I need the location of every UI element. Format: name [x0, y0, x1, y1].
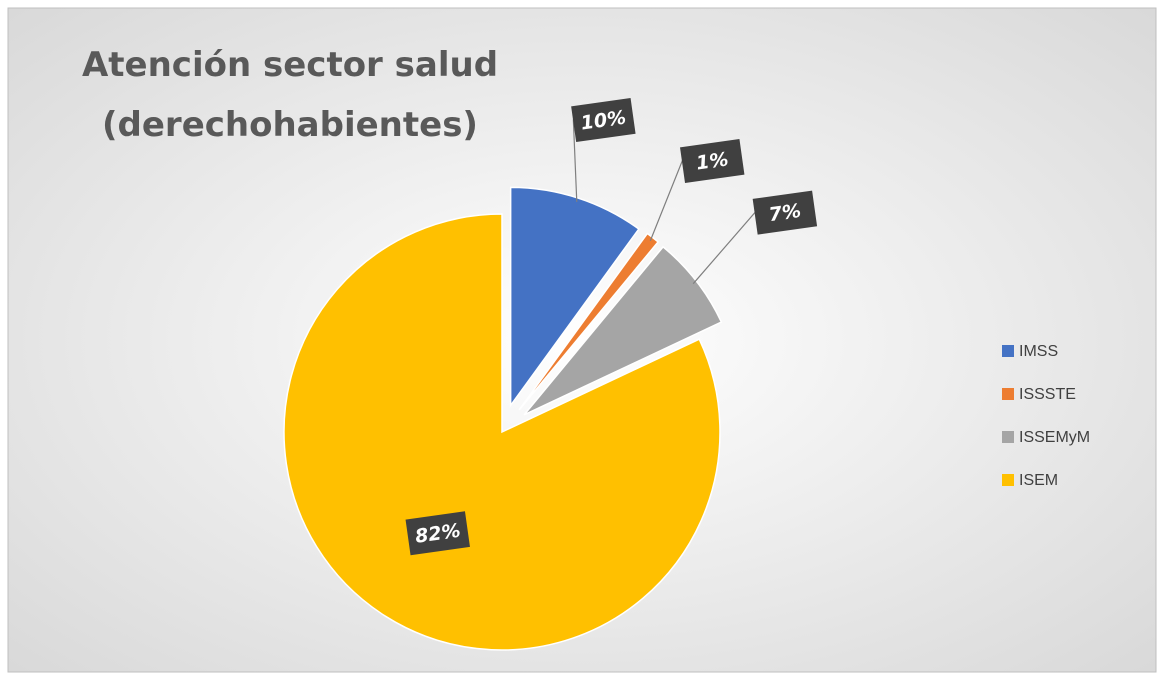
data-label-box	[680, 138, 745, 183]
legend-swatch	[1002, 388, 1014, 400]
legend-label: IMSS	[1019, 343, 1058, 360]
pie-slice	[523, 245, 723, 416]
data-label: 7%	[752, 190, 818, 235]
data-label-box	[752, 190, 818, 235]
data-label-text: 1%	[695, 148, 730, 174]
chart-title: Atención sector salud	[82, 45, 498, 85]
pie-slice	[283, 213, 721, 651]
data-label-box	[571, 98, 636, 143]
pie-slice	[509, 186, 640, 408]
legend-label: ISSEMyM	[1019, 429, 1090, 446]
chart-title: (derechohabientes)	[102, 105, 478, 145]
data-label: 82%	[405, 511, 470, 556]
legend-swatch	[1002, 345, 1014, 357]
pie-slice	[518, 232, 660, 411]
legend-label: ISSSTE	[1019, 386, 1076, 403]
data-label-box	[405, 511, 470, 556]
legend-label: ISEM	[1019, 472, 1058, 489]
legend-swatch	[1002, 431, 1014, 443]
legend-swatch	[1002, 474, 1014, 486]
data-label-text: 7%	[767, 200, 802, 226]
data-label: 10%	[571, 98, 636, 143]
data-label: 1%	[680, 138, 745, 183]
